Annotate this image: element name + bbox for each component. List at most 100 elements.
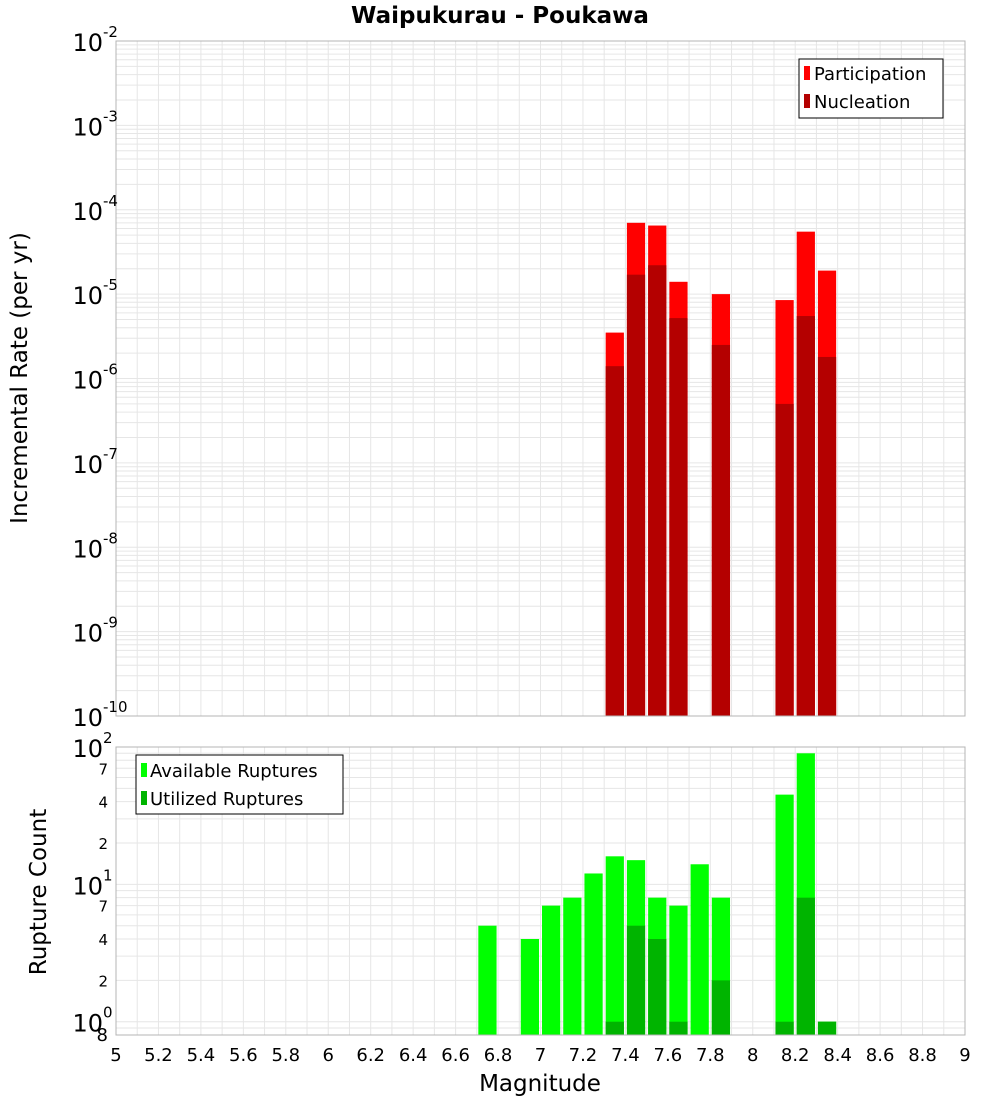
rate-plot-frame — [115, 40, 966, 717]
count-y-tick-exponent: 2 — [103, 729, 113, 747]
nucleation-bar — [626, 274, 646, 716]
rate-bars — [605, 222, 837, 716]
x-tick-label: 5.8 — [271, 1045, 300, 1066]
rate-grid — [115, 41, 966, 717]
count-plot-frame — [115, 746, 966, 1036]
x-tick-label: 8 — [747, 1045, 758, 1066]
nucleation-bar — [648, 265, 667, 716]
count-y-tick-label: 4 — [98, 931, 108, 949]
x-tick-label: 6.6 — [441, 1045, 470, 1066]
rate-y-tick-label: 10 — [72, 198, 103, 226]
available-bar — [563, 897, 582, 1035]
x-tick-label: 7.2 — [569, 1045, 598, 1066]
count-y-tick-label: 8 — [97, 1025, 108, 1046]
rate-y-tick-label: 10 — [72, 29, 103, 57]
utilized-bar — [648, 939, 667, 1035]
nucleation-bar — [605, 366, 624, 716]
utilized-bar — [711, 980, 731, 1035]
x-tick-label: 9 — [959, 1045, 970, 1066]
rate-y-tick-label: 10 — [72, 451, 103, 479]
x-tick-label: 8.8 — [908, 1045, 937, 1066]
participation-legend-swatch — [804, 66, 810, 80]
rate-y-tick-label: 10 — [72, 704, 103, 732]
x-tick-label: 7.6 — [654, 1045, 683, 1066]
count-legend: Available Ruptures Utilized Ruptures — [135, 754, 344, 815]
x-tick-label: 8.4 — [823, 1045, 852, 1066]
nucleation-legend-swatch — [804, 94, 810, 108]
available-bar — [605, 856, 624, 1035]
count-y-tick-label: 10 — [72, 735, 103, 763]
x-tick-label: 7.8 — [696, 1045, 725, 1066]
rate-y-tick-exponent: -3 — [103, 107, 118, 125]
rate-legend: Participation Nucleation — [798, 58, 944, 119]
available-bar — [520, 939, 539, 1035]
x-tick-label: 5.4 — [187, 1045, 216, 1066]
x-tick-label: 6.8 — [484, 1045, 513, 1066]
x-tick-label: 6.2 — [356, 1045, 385, 1066]
count-y-tick-exponent: 1 — [103, 866, 113, 884]
count-y-tick-label: 10 — [72, 1010, 103, 1038]
rate-y-tick-exponent: -2 — [103, 23, 118, 41]
available-bar — [690, 864, 709, 1035]
x-tick-label: 8.6 — [866, 1045, 895, 1066]
rate-y-tick-label: 10 — [72, 282, 103, 310]
nucleation-bar — [817, 356, 837, 716]
nucleation-bar — [669, 318, 688, 716]
count-y-tick-exponent: 0 — [103, 1004, 113, 1022]
participation-legend-label: Participation — [814, 64, 926, 85]
utilized-bar — [817, 1021, 837, 1035]
utilized-legend-swatch — [141, 791, 147, 805]
rate-y-tick-exponent: -10 — [103, 698, 128, 716]
utilized-legend-label: Utilized Ruptures — [150, 789, 303, 810]
count-y-tick-label: 4 — [98, 794, 108, 812]
count-y-axis-label: Rupture Count — [26, 809, 52, 975]
chart-title: Waipukurau - Poukawa — [351, 3, 649, 29]
x-tick-label: 7 — [535, 1045, 546, 1066]
rate-panel: 10-210-310-410-510-610-710-810-910-10 In… — [7, 23, 966, 732]
utilized-bar — [626, 925, 646, 1035]
rate-y-tick-label: 10 — [72, 367, 103, 395]
rate-y-tick-exponent: -7 — [103, 445, 118, 463]
utilized-bar — [775, 1021, 794, 1035]
count-y-tick-label: 7 — [98, 760, 108, 778]
utilized-bar — [669, 1021, 688, 1035]
count-y-tick-label: 10 — [72, 872, 103, 900]
rate-y-axis-label: Incremental Rate (per yr) — [7, 232, 33, 524]
nucleation-bar — [775, 403, 794, 716]
x-tick-label: 8.2 — [781, 1045, 810, 1066]
available-legend-swatch — [141, 763, 147, 777]
rate-y-tick-label: 10 — [72, 620, 103, 648]
rate-y-tick-exponent: -9 — [103, 614, 118, 632]
nucleation-bar — [796, 316, 815, 716]
rate-y-tick-label: 10 — [72, 535, 103, 563]
available-bar — [478, 925, 497, 1035]
nucleation-legend-label: Nucleation — [814, 92, 910, 113]
count-y-tick-label: 2 — [98, 835, 108, 853]
available-bar — [669, 905, 688, 1035]
x-tick-label: 5.6 — [229, 1045, 258, 1066]
x-axis-ticks: 5 5.2 5.4 5.6 5.8 6 6.2 6.4 6.6 6.8 7 7.2 7.4 7.6 7.8 8… — [110, 1045, 970, 1066]
x-tick-label: 6 — [323, 1045, 334, 1066]
rate-y-tick-exponent: -4 — [103, 192, 118, 210]
rate-legend-box — [798, 58, 944, 119]
utilized-bar — [605, 1021, 624, 1035]
count-y-tick-label: 7 — [98, 898, 108, 916]
available-bar — [775, 794, 794, 1035]
x-axis-label: Magnitude — [479, 1071, 601, 1097]
count-legend-box — [135, 754, 344, 815]
utilized-bar — [796, 897, 815, 1035]
rate-y-tick-exponent: -8 — [103, 529, 118, 547]
x-tick-label: 5.2 — [144, 1045, 173, 1066]
nucleation-bar — [711, 344, 731, 716]
count-y-tick-label: 2 — [98, 972, 108, 990]
rate-y-tick-exponent: -5 — [103, 276, 118, 294]
count-bars — [478, 753, 837, 1035]
rate-y-ticks: 10-210-310-410-510-610-710-810-910-10 — [72, 23, 127, 732]
available-bar — [542, 905, 561, 1035]
available-bar — [584, 873, 603, 1035]
x-tick-label: 5 — [110, 1045, 121, 1066]
x-tick-label: 6.4 — [399, 1045, 428, 1066]
